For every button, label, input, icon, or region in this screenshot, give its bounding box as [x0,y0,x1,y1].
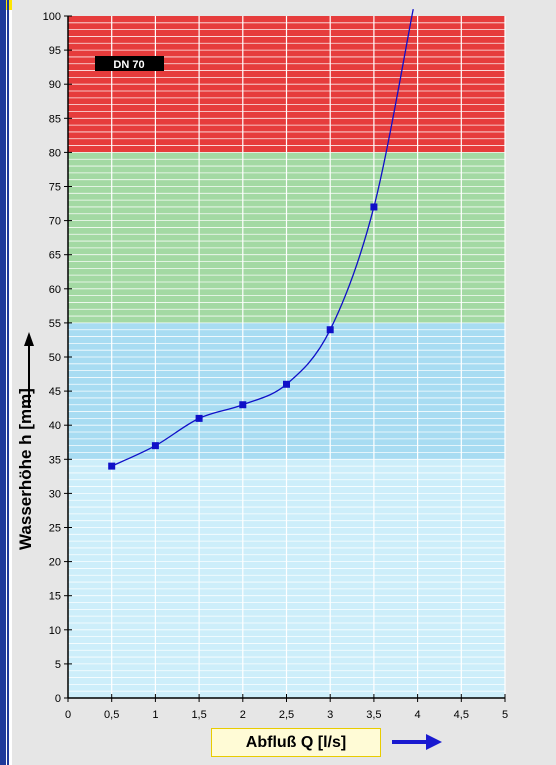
x-axis-label: Abfluß Q [l/s] [245,733,347,751]
y-tick-label: 90 [49,79,61,91]
annotation-layer: DN 70 [95,56,164,71]
y-tick-label: 95 [49,45,61,57]
y-tick-label: 55 [49,318,61,330]
y-tick-label: 80 [49,147,61,159]
axis-layer: 0510152025303540455055606570758085909510… [43,11,508,721]
x-axis-label-box: Abfluß Q [l/s] [211,728,381,757]
data-point-0 [108,462,116,470]
x-tick-label: 3 [327,709,333,721]
y-tick-label: 25 [49,523,61,535]
left-border-bar [0,0,6,765]
y-tick-label: 45 [49,386,61,398]
data-point-4 [283,380,290,388]
arrow-head [426,734,442,750]
x-tick-label: 4 [415,709,421,721]
y-tick-label: 20 [49,557,61,569]
y-tick-label: 30 [49,488,61,500]
data-point-5 [326,326,334,334]
y-tick-label: 0 [55,693,61,705]
x-tick-label: 2,5 [279,709,294,721]
grid-layer [68,16,506,698]
arrow-right-icon [392,734,442,750]
data-point-2 [195,414,203,422]
y-axis-label: Wasserhöhe h [mm] [16,388,35,550]
x-tick-label: 5 [502,709,508,721]
y-tick-label: 50 [49,352,61,364]
y-tick-label: 15 [49,591,61,603]
y-tick-label: 70 [49,216,61,228]
x-tick-label: 4,5 [454,709,469,721]
y-tick-label: 40 [49,420,61,432]
y-tick-label: 75 [49,182,61,194]
data-point-3 [239,401,247,409]
x-tick-label: 0,5 [104,709,119,721]
y-tick-label: 65 [49,250,61,262]
annotation-box [95,56,164,71]
y-tick-label: 10 [49,625,61,637]
y-tick-label: 35 [49,454,61,466]
arrow-up-icon [24,332,34,408]
annotation-label: DN 70 [113,59,144,71]
x-tick-label: 1,5 [191,709,206,721]
y-tick-label: 85 [49,113,61,125]
left-border-line [7,0,9,765]
y-tick-label: 60 [49,284,61,296]
x-tick-label: 3,5 [366,709,381,721]
arrow-shaft [392,740,426,744]
x-tick-label: 2 [240,709,246,721]
x-tick-label: 0 [65,709,71,721]
series-layer [108,9,414,470]
x-tick-label: 1 [152,709,158,721]
data-point-6 [370,203,378,211]
data-point-1 [151,442,159,450]
y-tick-label: 5 [55,659,61,671]
y-tick-label: 100 [43,11,61,23]
